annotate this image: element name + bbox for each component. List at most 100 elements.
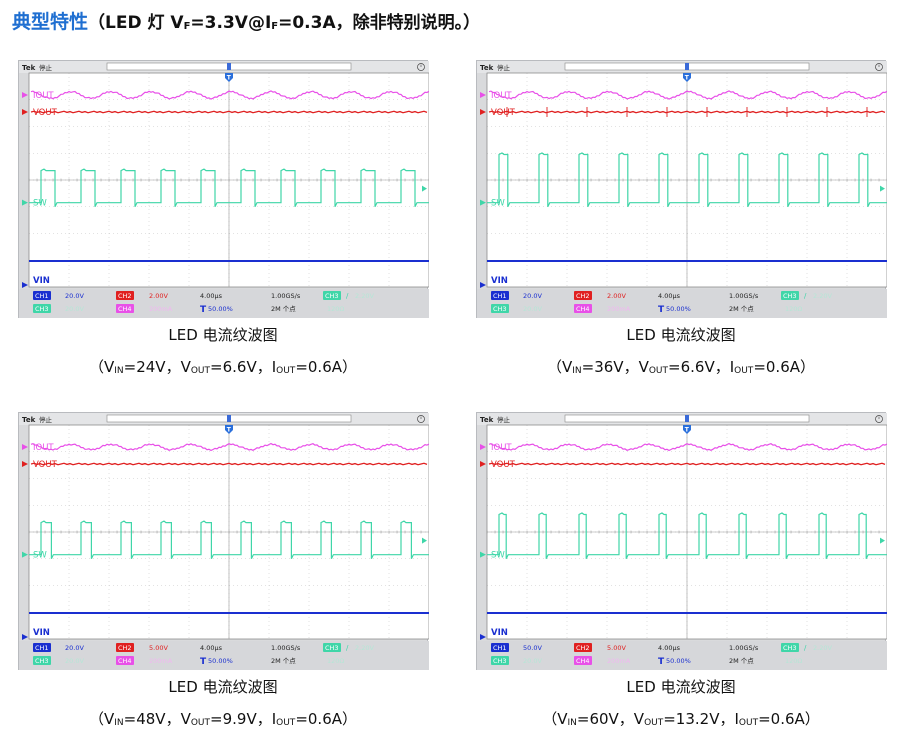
ch4-badge (574, 304, 592, 313)
ch4-marker (22, 444, 28, 450)
ch1-badge (33, 291, 51, 300)
ch4-badge-label: CH4 (576, 657, 590, 665)
conditions-caption: （VIN=60V，VOUT=13.2V，IOUT=0.6A） (476, 708, 886, 729)
page-header: 典型特性（LED 灯 VF=3.3V@IF=0.3A，除非特别说明。） (12, 8, 480, 41)
vin-sub: IN (114, 366, 124, 376)
ch4-marker (480, 444, 486, 450)
paren-close: ） (342, 358, 358, 376)
sw-label: SW (33, 551, 47, 561)
vin-symbol: V (104, 710, 115, 728)
ch2-badge-label: CH2 (118, 292, 132, 300)
iout-label: IOUT (33, 91, 54, 101)
clock-icon (417, 63, 425, 71)
ch3-badge-label: CH3 (35, 305, 49, 313)
trigger-source-badge-label: CH3 (783, 292, 797, 300)
vout-trace (488, 110, 886, 114)
ch1-badge (491, 643, 509, 652)
vout-value: =6.6V， (210, 358, 272, 376)
ch3-badge (491, 304, 509, 313)
trigger-source-badge-label: CH3 (325, 292, 339, 300)
ch2-badge-label: CH2 (576, 644, 590, 652)
ch4-badge-label: CH4 (118, 305, 132, 313)
vin-value: =24V， (123, 358, 181, 376)
trigger-t-label: T (227, 75, 232, 82)
ch3-scale: 20.0V (523, 305, 542, 313)
vin-label: VIN (33, 276, 50, 286)
trigger-pos: 50.00% (666, 657, 691, 665)
trigger-level: 2.20V (355, 644, 374, 652)
trigger-pos: 50.00% (208, 657, 233, 665)
iout-sub: OUT (276, 366, 296, 376)
ch1-marker (22, 634, 28, 640)
brand-logo: Tek (22, 64, 36, 72)
conditions-caption: （VIN=24V，VOUT=6.6V，IOUT=0.6A） (18, 356, 428, 377)
vin-symbol: V (557, 710, 568, 728)
vout-symbol: V (180, 358, 191, 376)
vin-sub: IN (114, 718, 124, 728)
trigger-level-marker (880, 185, 885, 192)
figure-caption: LED 电流纹波图 (168, 678, 278, 696)
vout-symbol: V (638, 358, 649, 376)
ch3-scale: 20.0V (65, 657, 84, 665)
sw-trace (487, 512, 887, 559)
trigger-slope: / (804, 292, 807, 300)
ch2-marker (480, 109, 486, 115)
iout-symbol: I (271, 358, 277, 376)
vout-trace (30, 110, 428, 114)
vout-sub: OUT (190, 718, 211, 728)
ch3-marker (22, 551, 28, 558)
time-per-div: 4.00µs (200, 644, 223, 652)
ch4-badge-label: CH4 (576, 305, 590, 313)
ch2-scale: 5.00V (607, 644, 626, 652)
vin-value: =48V， (123, 710, 181, 728)
sw-trace (29, 520, 429, 559)
vout-value: =9.9V， (210, 710, 272, 728)
ch1-scale: 20.0V (65, 644, 84, 652)
trigger-pos-icon: T (200, 305, 207, 315)
iout-symbol: I (271, 710, 277, 728)
ch4-badge (116, 304, 134, 313)
vin-sub: IN (567, 718, 577, 728)
trigger-position-marker: T (225, 425, 233, 434)
ch4-scale: 200mA (607, 305, 631, 313)
paren-close: ） (800, 358, 816, 376)
cond-mid: =3.3V@I (190, 13, 272, 33)
vout-label: VOUT (491, 108, 516, 118)
clock-icon (875, 63, 883, 71)
ch3-badge (491, 656, 509, 665)
trigger-pos-icon: T (200, 657, 207, 667)
vout-label: VOUT (491, 460, 516, 470)
trigger-pos-icon: T (658, 305, 665, 315)
vout-sub: OUT (190, 366, 211, 376)
iout-trace (30, 90, 429, 100)
paren-open: （ (546, 358, 562, 376)
scope-display: Tek 停止 T IOUT VOUT SW VIN CH1 20.0V CH2 2.00V CH3 20… (477, 61, 887, 318)
trigger-level-marker (422, 185, 427, 192)
vin-value: =60V， (576, 710, 634, 728)
trigger-extra: 120Ω (785, 305, 802, 313)
ch1-badge (33, 643, 51, 652)
trigger-t-label: T (685, 75, 690, 82)
trigger-level-marker (422, 537, 427, 544)
ch2-badge-label: CH2 (576, 292, 590, 300)
vout-value: =13.2V， (663, 710, 735, 728)
brand-logo: Tek (480, 416, 494, 424)
trigger-source-badge (323, 643, 341, 652)
oscilloscope-screenshot: Tek 停止 T IOUT VOUT SW VIN CH1 20.0V CH2 5.00V CH3 20… (18, 412, 429, 670)
clock-icon (417, 415, 425, 423)
conditions-caption: （VIN=36V，VOUT=6.6V，IOUT=0.6A） (476, 356, 886, 377)
oscilloscope-screenshot: Tek 停止 T IOUT VOUT SW VIN CH1 50.0V CH2 5.00V CH3 20… (476, 412, 887, 670)
iout-value: =0.6A (758, 710, 805, 728)
figure-caption: LED 电流纹波图 (168, 326, 278, 344)
acq-state: 停止 (39, 63, 53, 72)
acq-state: 停止 (39, 415, 53, 424)
vin-label: VIN (491, 276, 508, 286)
ch3-badge-label: CH3 (493, 305, 507, 313)
ch2-scale: 5.00V (149, 644, 168, 652)
ch2-badge-label: CH2 (118, 644, 132, 652)
ch2-marker (22, 461, 28, 467)
trigger-extra: 120Ω (327, 305, 344, 313)
ch4-badge (574, 656, 592, 665)
iout-sub: OUT (276, 718, 296, 728)
ch3-badge-label: CH3 (493, 657, 507, 665)
